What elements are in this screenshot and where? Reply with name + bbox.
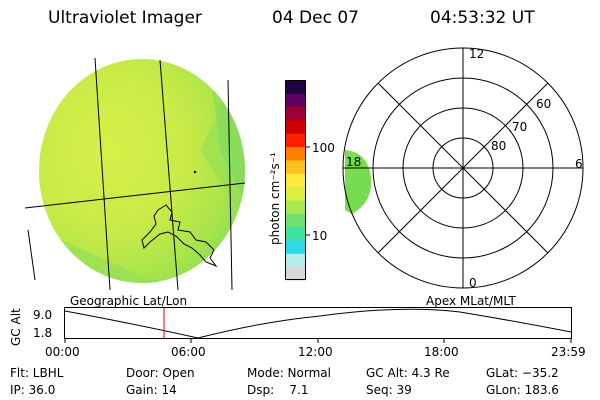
colorbar-band [285, 226, 306, 241]
door-info: Door: Open [126, 366, 195, 380]
instrument-title: Ultraviolet Imager [48, 8, 202, 28]
glat-info: GLat: −35.2 [486, 366, 559, 380]
mlt-label-6: 6 [575, 157, 583, 171]
colorbar-tick-100: 100 [312, 141, 335, 155]
earth-disc [39, 59, 245, 283]
glon-info: GLon: 183.6 [486, 383, 559, 397]
colorbar-band [285, 240, 306, 254]
filter-info: Flt: LBHL [10, 366, 64, 380]
mlt-label-18: 18 [346, 155, 362, 169]
sequence-info: Seq: 39 [366, 383, 412, 397]
colorbar-band [285, 173, 306, 188]
y-tick-9: 9.0 [33, 308, 53, 322]
dsp-info: Dsp: 7.1 [247, 383, 309, 397]
colorbar-tick-10: 10 [312, 229, 328, 243]
x-tick-1200: 12:00 [298, 345, 333, 359]
colorbar-band [285, 120, 306, 134]
x-tick-0000: 00:00 [45, 345, 80, 359]
lat-label-80: 80 [491, 139, 507, 153]
gc-alt-info: GC Alt: 4.3 Re [366, 366, 450, 380]
lat-lon-grid [24, 57, 246, 291]
colorbar-band [285, 106, 306, 121]
colorbar-band [285, 160, 306, 174]
altitude-curve [64, 308, 572, 339]
apex-mlat-mlt-label: Apex MLat/MLT [426, 294, 516, 308]
colorbar-band [285, 80, 306, 94]
time-label: 04:53:32 UT [430, 8, 535, 28]
x-tick-1800: 18:00 [424, 345, 459, 359]
x-tick-2359: 23:59 [551, 345, 586, 359]
colorbar-band [285, 186, 306, 201]
aurora-region [345, 150, 372, 214]
lat-label-70: 70 [512, 120, 528, 134]
colorbar-band [285, 253, 306, 268]
gain-info: Gain: 14 [126, 383, 177, 397]
ip-info: IP: 36.0 [10, 383, 56, 397]
x-tick-0600: 06:00 [171, 345, 206, 359]
colorbar-band [285, 213, 306, 228]
coastline [141, 204, 218, 268]
colorbar-band [285, 266, 306, 281]
color-bar [285, 80, 310, 281]
colorbar-band [285, 93, 306, 108]
mode-info: Mode: Normal [247, 366, 331, 380]
mlt-label-0: 0 [469, 276, 477, 290]
date-label: 04 Dec 07 [272, 8, 359, 28]
colorbar-band [285, 146, 306, 161]
colorbar-band [285, 200, 306, 214]
lat-label-60: 60 [536, 97, 552, 111]
geo-latlon-label: Geographic Lat/Lon [70, 294, 188, 308]
colorbar-band [285, 133, 306, 148]
mlt-label-12: 12 [469, 47, 485, 61]
y-tick-1-8: 1.8 [33, 326, 53, 340]
